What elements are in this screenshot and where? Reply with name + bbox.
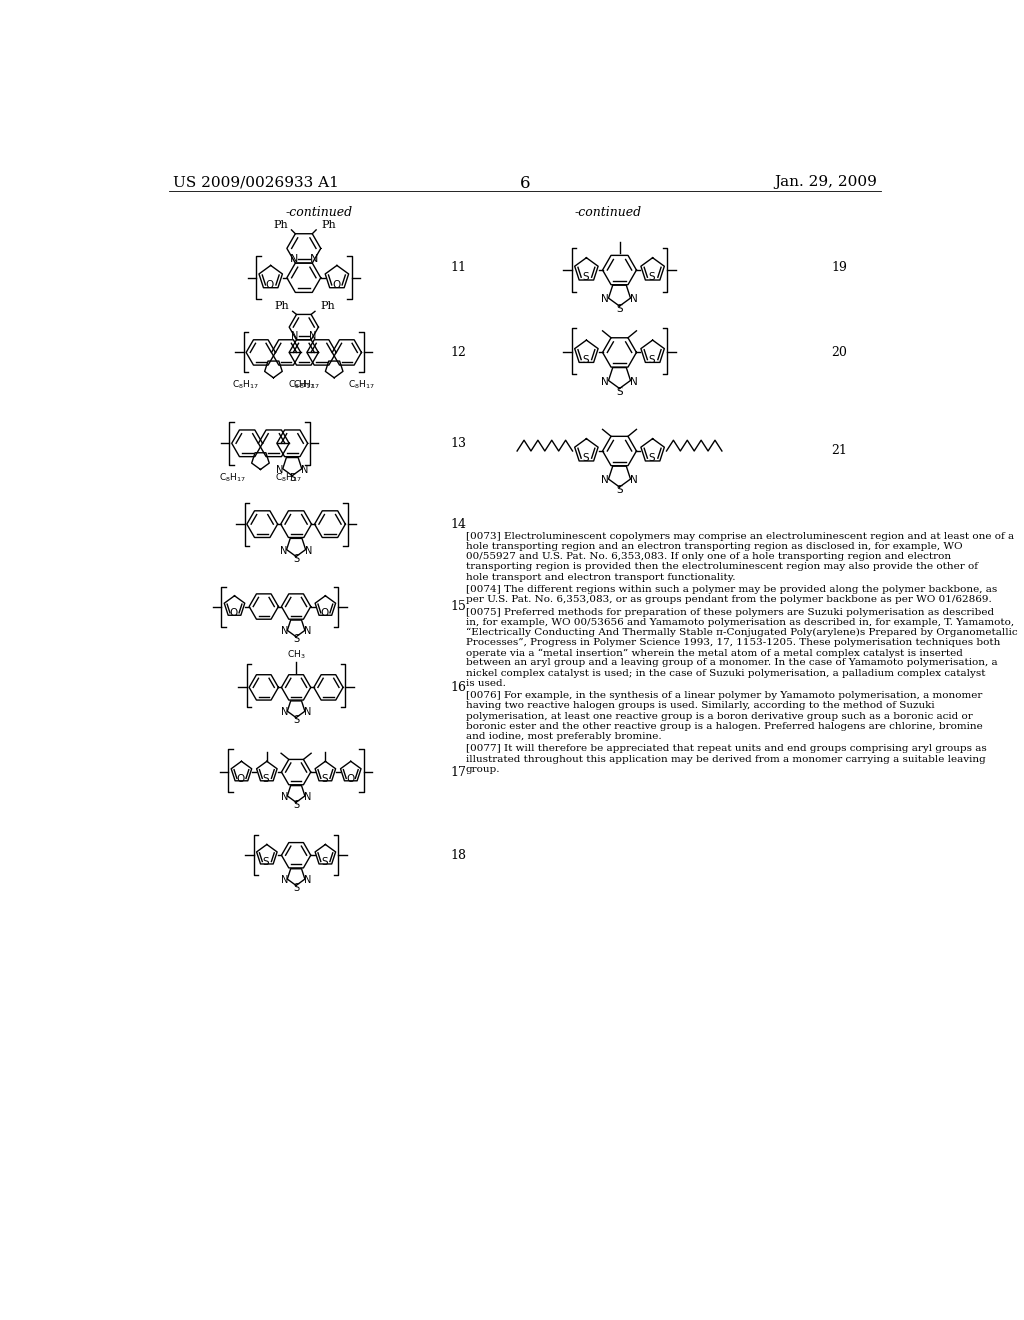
- Text: 6: 6: [519, 176, 530, 193]
- Text: Ph: Ph: [322, 220, 336, 230]
- Text: N: N: [601, 294, 608, 305]
- Text: 14: 14: [451, 517, 466, 531]
- Text: 12: 12: [451, 346, 466, 359]
- Text: S: S: [322, 774, 328, 784]
- Text: Ph: Ph: [274, 301, 289, 312]
- Text: S: S: [583, 355, 589, 364]
- Text: O: O: [321, 609, 329, 618]
- Text: N: N: [290, 255, 298, 264]
- Text: 16: 16: [451, 681, 466, 694]
- Text: 19: 19: [831, 261, 847, 275]
- Text: 21: 21: [831, 445, 847, 458]
- Text: S: S: [263, 857, 269, 867]
- Text: O: O: [332, 280, 340, 290]
- Text: S: S: [648, 355, 655, 364]
- Text: N: N: [305, 545, 312, 556]
- Text: Processes”, Progress in Polymer Science 1993, 17, 1153-1205. These polymerisatio: Processes”, Progress in Polymer Science …: [466, 638, 999, 647]
- Text: S: S: [263, 774, 269, 784]
- Text: O: O: [229, 609, 238, 618]
- Text: [0073] Electroluminescent copolymers may comprise an electroluminescent region a: [0073] Electroluminescent copolymers may…: [466, 532, 1014, 541]
- Text: Ph: Ph: [321, 301, 336, 312]
- Text: 18: 18: [451, 849, 466, 862]
- Text: “Electrically Conducting And Thermally Stable π-Conjugated Poly(arylene)s Prepar: “Electrically Conducting And Thermally S…: [466, 628, 1017, 638]
- Text: N: N: [280, 545, 288, 556]
- Text: 00/55927 and U.S. Pat. No. 6,353,083. If only one of a hole transporting region : 00/55927 and U.S. Pat. No. 6,353,083. If…: [466, 552, 950, 561]
- Text: boronic ester and the other reactive group is a halogen. Preferred halogens are : boronic ester and the other reactive gro…: [466, 722, 982, 731]
- Text: hole transport and electron transport functionality.: hole transport and electron transport fu…: [466, 573, 735, 582]
- Text: N: N: [301, 465, 308, 475]
- Text: N: N: [309, 331, 316, 341]
- Text: nickel complex catalyst is used; in the case of Suzuki polymerisation, a palladi: nickel complex catalyst is used; in the …: [466, 669, 985, 677]
- Text: S: S: [289, 473, 295, 483]
- Text: CH$_3$: CH$_3$: [287, 648, 305, 661]
- Text: and iodine, most preferably bromine.: and iodine, most preferably bromine.: [466, 731, 662, 741]
- Text: illustrated throughout this application may be derived from a monomer carrying a: illustrated throughout this application …: [466, 755, 985, 763]
- Text: [0077] It will therefore be appreciated that repeat units and end groups compris: [0077] It will therefore be appreciated …: [466, 744, 986, 754]
- Text: N: N: [304, 792, 311, 801]
- Text: S: S: [322, 857, 328, 867]
- Text: having two reactive halogen groups is used. Similarly, according to the method o: having two reactive halogen groups is us…: [466, 701, 934, 710]
- Text: N: N: [281, 875, 288, 884]
- Text: 15: 15: [451, 601, 466, 612]
- Text: N: N: [601, 475, 608, 486]
- Text: S: S: [293, 715, 299, 725]
- Text: in, for example, WO 00/53656 and Yamamoto polymerisation as described in, for ex: in, for example, WO 00/53656 and Yamamot…: [466, 618, 1014, 627]
- Text: [0074] The different regions within such a polymer may be provided along the pol: [0074] The different regions within such…: [466, 585, 996, 594]
- Text: transporting region is provided then the electroluminescent region may also prov: transporting region is provided then the…: [466, 562, 978, 572]
- Text: N: N: [281, 708, 288, 717]
- Text: N: N: [631, 475, 638, 486]
- Text: 13: 13: [451, 437, 466, 450]
- Text: $\mathsf{C_8H_{17}}$: $\mathsf{C_8H_{17}}$: [348, 379, 376, 391]
- Text: S: S: [648, 272, 655, 282]
- Text: between an aryl group and a leaving group of a monomer. In the case of Yamamoto : between an aryl group and a leaving grou…: [466, 659, 997, 668]
- Text: $\mathsf{C_8H_{17}}$: $\mathsf{C_8H_{17}}$: [232, 379, 259, 391]
- Text: S: S: [583, 272, 589, 282]
- Text: N: N: [281, 626, 288, 636]
- Text: S: S: [293, 800, 299, 809]
- Text: Jan. 29, 2009: Jan. 29, 2009: [774, 176, 878, 189]
- Text: $\mathsf{C_8H_{17}}$: $\mathsf{C_8H_{17}}$: [293, 379, 319, 391]
- Text: $\mathsf{C_8H_{17}}$: $\mathsf{C_8H_{17}}$: [275, 471, 302, 483]
- Text: Ph: Ph: [273, 220, 289, 230]
- Text: group.: group.: [466, 764, 500, 774]
- Text: per U.S. Pat. No. 6,353,083, or as groups pendant from the polymer backbone as p: per U.S. Pat. No. 6,353,083, or as group…: [466, 595, 991, 605]
- Text: 17: 17: [451, 766, 466, 779]
- Text: -continued: -continued: [574, 206, 641, 219]
- Text: O: O: [346, 774, 354, 784]
- Text: S: S: [583, 453, 589, 463]
- Text: S: S: [648, 453, 655, 463]
- Text: operate via a “metal insertion” wherein the metal atom of a metal complex cataly: operate via a “metal insertion” wherein …: [466, 648, 963, 657]
- Text: 11: 11: [451, 261, 466, 275]
- Text: polymerisation, at least one reactive group is a boron derivative group such as : polymerisation, at least one reactive gr…: [466, 711, 972, 721]
- Text: O: O: [266, 280, 274, 290]
- Text: N: N: [601, 376, 608, 387]
- Text: S: S: [293, 554, 299, 564]
- Text: N: N: [291, 331, 299, 341]
- Text: [0076] For example, in the synthesis of a linear polymer by Yamamoto polymerisat: [0076] For example, in the synthesis of …: [466, 692, 982, 700]
- Text: N: N: [304, 708, 311, 717]
- Text: S: S: [293, 883, 299, 892]
- Text: N: N: [631, 294, 638, 305]
- Text: N: N: [281, 792, 288, 801]
- Text: N: N: [304, 626, 311, 636]
- Text: N: N: [304, 875, 311, 884]
- Text: O: O: [237, 774, 245, 784]
- Text: N: N: [631, 376, 638, 387]
- Text: [0075] Preferred methods for preparation of these polymers are Suzuki polymerisa: [0075] Preferred methods for preparation…: [466, 607, 993, 616]
- Text: US 2009/0026933 A1: US 2009/0026933 A1: [173, 176, 339, 189]
- Text: S: S: [293, 634, 299, 644]
- Text: S: S: [616, 486, 623, 495]
- Text: N: N: [309, 255, 318, 264]
- Text: S: S: [616, 304, 623, 314]
- Text: hole transporting region and an electron transporting region as disclosed in, fo: hole transporting region and an electron…: [466, 543, 963, 550]
- Text: is used.: is used.: [466, 678, 506, 688]
- Text: S: S: [616, 387, 623, 396]
- Text: N: N: [276, 465, 284, 475]
- Text: 20: 20: [831, 346, 847, 359]
- Text: -continued: -continued: [286, 206, 353, 219]
- Text: $\mathsf{C_8H_{17}}$: $\mathsf{C_8H_{17}}$: [218, 471, 246, 483]
- Text: $\mathsf{C_8H_{17}}$: $\mathsf{C_8H_{17}}$: [288, 379, 314, 391]
